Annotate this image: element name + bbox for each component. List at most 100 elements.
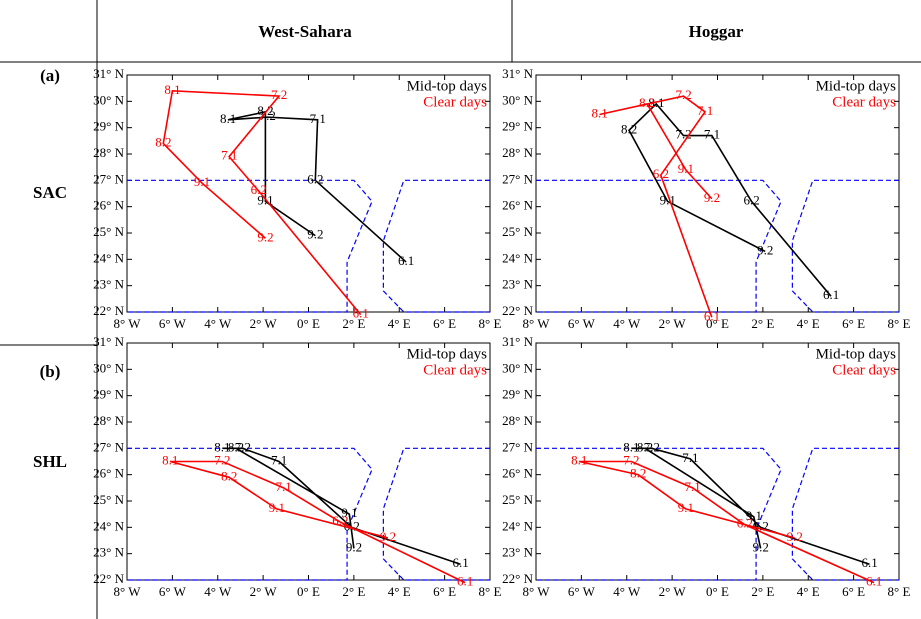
x-tick-label: 6° E [433, 584, 456, 599]
trajectory [169, 460, 466, 584]
row-tag: (b) [40, 362, 61, 381]
trajectory [578, 460, 875, 584]
x-tick-label: 0° E [297, 316, 320, 331]
x-tick-label: 4° E [388, 584, 411, 599]
point-label: 8.2 [228, 439, 244, 454]
x-tick-label: 6° W [159, 584, 187, 599]
point-label: 6.2 [251, 182, 267, 197]
y-tick-label: 31° N [502, 334, 533, 349]
point-label: 7.2 [214, 452, 230, 467]
point-label: 8.2 [621, 121, 637, 136]
x-tick-label: 6° W [568, 584, 596, 599]
point-label: 8.1 [214, 439, 230, 454]
x-tick-label: 8° E [888, 584, 911, 599]
y-tick-label: 31° N [93, 66, 124, 81]
y-tick-label: 29° N [93, 119, 124, 134]
x-tick-label: 2° W [659, 584, 687, 599]
trajectory [628, 102, 832, 297]
x-tick-label: 2° E [342, 584, 365, 599]
x-tick-label: 8° W [114, 584, 142, 599]
trajectory [222, 447, 461, 565]
point-label: 9.2 [307, 227, 323, 242]
legend-entry: Clear days [423, 94, 487, 110]
point-label: 7.2 [271, 87, 287, 102]
y-tick-label: 27° N [502, 171, 533, 186]
trajectory [599, 95, 713, 318]
y-tick-label: 23° N [93, 277, 124, 292]
point-label: 7.1 [271, 452, 287, 467]
y-tick-label: 30° N [502, 360, 533, 375]
point-label: 9.1 [194, 174, 210, 189]
point-label: 7.2 [675, 87, 691, 102]
trajectory [162, 89, 362, 316]
x-tick-label: 6° W [159, 316, 187, 331]
y-tick-label: 23° N [93, 545, 124, 560]
x-tick-label: 4° E [388, 316, 411, 331]
point-label: 7.1 [697, 103, 713, 118]
x-tick-label: 2° W [250, 316, 278, 331]
y-tick-label: 30° N [502, 92, 533, 107]
y-tick-label: 28° N [93, 145, 124, 160]
y-tick-label: 23° N [502, 545, 533, 560]
point-label: 8.2 [637, 439, 653, 454]
point-label: 7.2 [235, 439, 251, 454]
y-tick-label: 22° N [502, 571, 533, 586]
point-label: 6.1 [457, 574, 473, 589]
y-tick-label: 25° N [502, 492, 533, 507]
x-tick-label: 2° W [659, 316, 687, 331]
point-label: 7.2 [623, 452, 639, 467]
x-tick-label: 6° E [842, 316, 865, 331]
x-tick-label: 8° E [888, 316, 911, 331]
y-tick-label: 29° N [93, 387, 124, 402]
y-tick-label: 28° N [502, 145, 533, 160]
point-label: 7.2 [644, 439, 660, 454]
x-tick-label: 4° E [797, 316, 820, 331]
x-tick-label: 2° E [342, 316, 365, 331]
point-label: 9.2 [380, 529, 396, 544]
legend-entry: Mid-top days [816, 78, 897, 94]
point-label: 7.1 [685, 479, 701, 494]
region-outline [791, 447, 899, 581]
y-tick-label: 26° N [502, 198, 533, 213]
y-tick-label: 29° N [502, 387, 533, 402]
point-label: 8.1 [164, 82, 180, 97]
point-label: 6.1 [704, 308, 720, 323]
x-tick-label: 8° W [523, 584, 551, 599]
legend-entry: Mid-top days [816, 346, 897, 362]
trajectory [631, 447, 870, 565]
point-label: 6.2 [307, 171, 323, 186]
column-header: Hoggar [689, 22, 744, 41]
point-label: 7.1 [310, 111, 326, 126]
y-tick-label: 24° N [502, 518, 533, 533]
point-label: 8.2 [221, 468, 237, 483]
point-label: 8.2 [639, 95, 655, 110]
x-tick-label: 4° W [613, 316, 641, 331]
legend-entry: Clear days [423, 362, 487, 378]
point-label: 6.1 [453, 555, 469, 570]
row-label: SHL [33, 452, 67, 471]
y-tick-label: 23° N [502, 277, 533, 292]
y-tick-label: 27° N [502, 439, 533, 454]
point-label: 6.1 [823, 287, 839, 302]
point-label: 9.2 [346, 539, 362, 554]
x-tick-label: 2° W [250, 584, 278, 599]
y-tick-label: 28° N [502, 413, 533, 428]
point-label: 7.1 [221, 148, 237, 163]
point-label: 9.1 [678, 500, 694, 515]
x-tick-label: 4° W [613, 584, 641, 599]
point-label: 7.1 [276, 479, 292, 494]
trajectory [227, 110, 407, 263]
row-tag: (a) [40, 66, 60, 85]
x-tick-label: 6° E [433, 316, 456, 331]
y-tick-label: 26° N [93, 466, 124, 481]
y-tick-label: 27° N [93, 171, 124, 186]
y-tick-label: 24° N [93, 518, 124, 533]
y-tick-label: 31° N [93, 334, 124, 349]
y-tick-label: 22° N [502, 303, 533, 318]
region-outline [127, 179, 373, 313]
x-tick-label: 2° E [751, 584, 774, 599]
x-tick-label: 8° E [479, 316, 502, 331]
plot-frame [126, 74, 491, 313]
x-tick-label: 8° W [114, 316, 142, 331]
region-outline [791, 179, 899, 313]
